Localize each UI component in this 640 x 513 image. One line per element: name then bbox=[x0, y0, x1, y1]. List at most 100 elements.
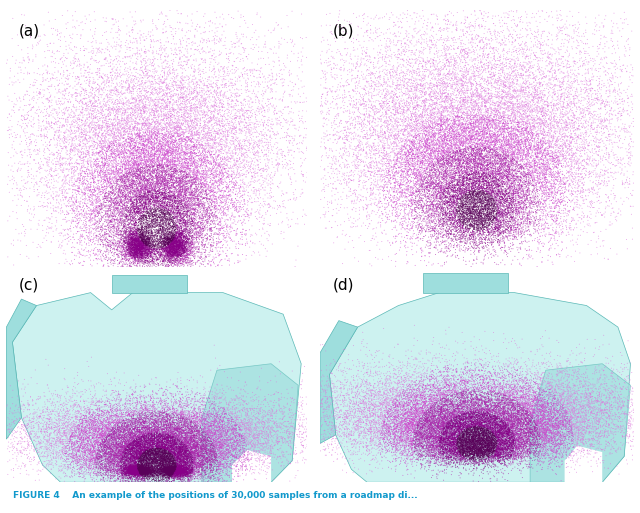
Point bbox=[42, 442, 52, 450]
Point bbox=[520, 419, 530, 427]
Point bbox=[199, 420, 209, 428]
Point bbox=[551, 202, 561, 210]
Point bbox=[512, 459, 522, 467]
Point bbox=[509, 80, 520, 88]
Point bbox=[475, 405, 485, 413]
Point bbox=[189, 458, 200, 466]
Point bbox=[526, 198, 536, 206]
Point bbox=[408, 218, 419, 226]
Point bbox=[48, 113, 58, 121]
Point bbox=[44, 436, 54, 444]
Point bbox=[65, 174, 75, 182]
Point bbox=[422, 117, 432, 126]
Point bbox=[127, 165, 138, 173]
Point bbox=[263, 426, 273, 434]
Point bbox=[173, 464, 183, 472]
Point bbox=[442, 418, 452, 426]
Point bbox=[153, 450, 163, 459]
Point bbox=[378, 166, 388, 174]
Point bbox=[444, 410, 454, 418]
Point bbox=[168, 238, 178, 246]
Point bbox=[180, 470, 191, 479]
Point bbox=[73, 422, 83, 430]
Point bbox=[428, 201, 438, 209]
Point bbox=[493, 437, 504, 445]
Point bbox=[168, 457, 178, 465]
Point bbox=[488, 442, 499, 450]
Point bbox=[470, 208, 481, 216]
Point bbox=[182, 464, 193, 472]
Point bbox=[225, 425, 235, 433]
Point bbox=[557, 412, 568, 420]
Point bbox=[230, 40, 241, 48]
Point bbox=[410, 138, 420, 146]
Point bbox=[179, 455, 189, 463]
Point bbox=[138, 472, 148, 480]
Point bbox=[455, 412, 465, 420]
Point bbox=[134, 240, 145, 248]
Point bbox=[78, 232, 88, 241]
Point bbox=[434, 144, 444, 152]
Point bbox=[169, 467, 179, 476]
Point bbox=[125, 451, 135, 460]
Point bbox=[134, 475, 144, 483]
Point bbox=[138, 233, 148, 241]
Point bbox=[460, 381, 470, 389]
Point bbox=[624, 421, 634, 429]
Point bbox=[131, 126, 141, 134]
Point bbox=[54, 128, 64, 136]
Point bbox=[405, 405, 415, 413]
Point bbox=[82, 433, 92, 441]
Point bbox=[259, 132, 269, 141]
Point bbox=[548, 102, 559, 110]
Point bbox=[461, 434, 471, 442]
Point bbox=[128, 465, 138, 473]
Point bbox=[508, 171, 518, 179]
Point bbox=[129, 246, 139, 254]
Point bbox=[111, 461, 122, 469]
Point bbox=[456, 182, 466, 190]
Point bbox=[227, 414, 237, 422]
Point bbox=[466, 145, 476, 153]
Point bbox=[124, 425, 134, 433]
Point bbox=[97, 208, 108, 216]
Point bbox=[198, 450, 209, 458]
Point bbox=[554, 424, 564, 432]
Point bbox=[9, 78, 19, 87]
Point bbox=[178, 415, 188, 423]
Point bbox=[468, 437, 478, 445]
Point bbox=[364, 131, 374, 139]
Point bbox=[108, 183, 118, 191]
Point bbox=[149, 419, 159, 427]
Point bbox=[211, 444, 221, 452]
Point bbox=[163, 444, 173, 452]
Point bbox=[104, 105, 114, 113]
Point bbox=[131, 455, 141, 463]
Point bbox=[499, 140, 509, 148]
Point bbox=[435, 439, 445, 447]
Point bbox=[364, 91, 374, 100]
Point bbox=[472, 184, 482, 192]
Point bbox=[166, 214, 177, 222]
Point bbox=[522, 203, 532, 211]
Point bbox=[504, 169, 515, 177]
Point bbox=[106, 89, 116, 97]
Point bbox=[452, 146, 462, 154]
Point bbox=[611, 425, 621, 433]
Point bbox=[116, 227, 127, 235]
Point bbox=[212, 89, 223, 97]
Point bbox=[503, 166, 513, 174]
Point bbox=[122, 462, 132, 470]
Point bbox=[231, 400, 241, 408]
Point bbox=[25, 184, 35, 192]
Point bbox=[542, 445, 552, 453]
Point bbox=[403, 399, 413, 407]
Point bbox=[575, 431, 586, 440]
Point bbox=[470, 431, 480, 439]
Point bbox=[535, 126, 545, 134]
Point bbox=[489, 369, 499, 377]
Point bbox=[136, 164, 146, 172]
Point bbox=[428, 179, 438, 187]
Point bbox=[192, 89, 202, 97]
Point bbox=[154, 141, 164, 149]
